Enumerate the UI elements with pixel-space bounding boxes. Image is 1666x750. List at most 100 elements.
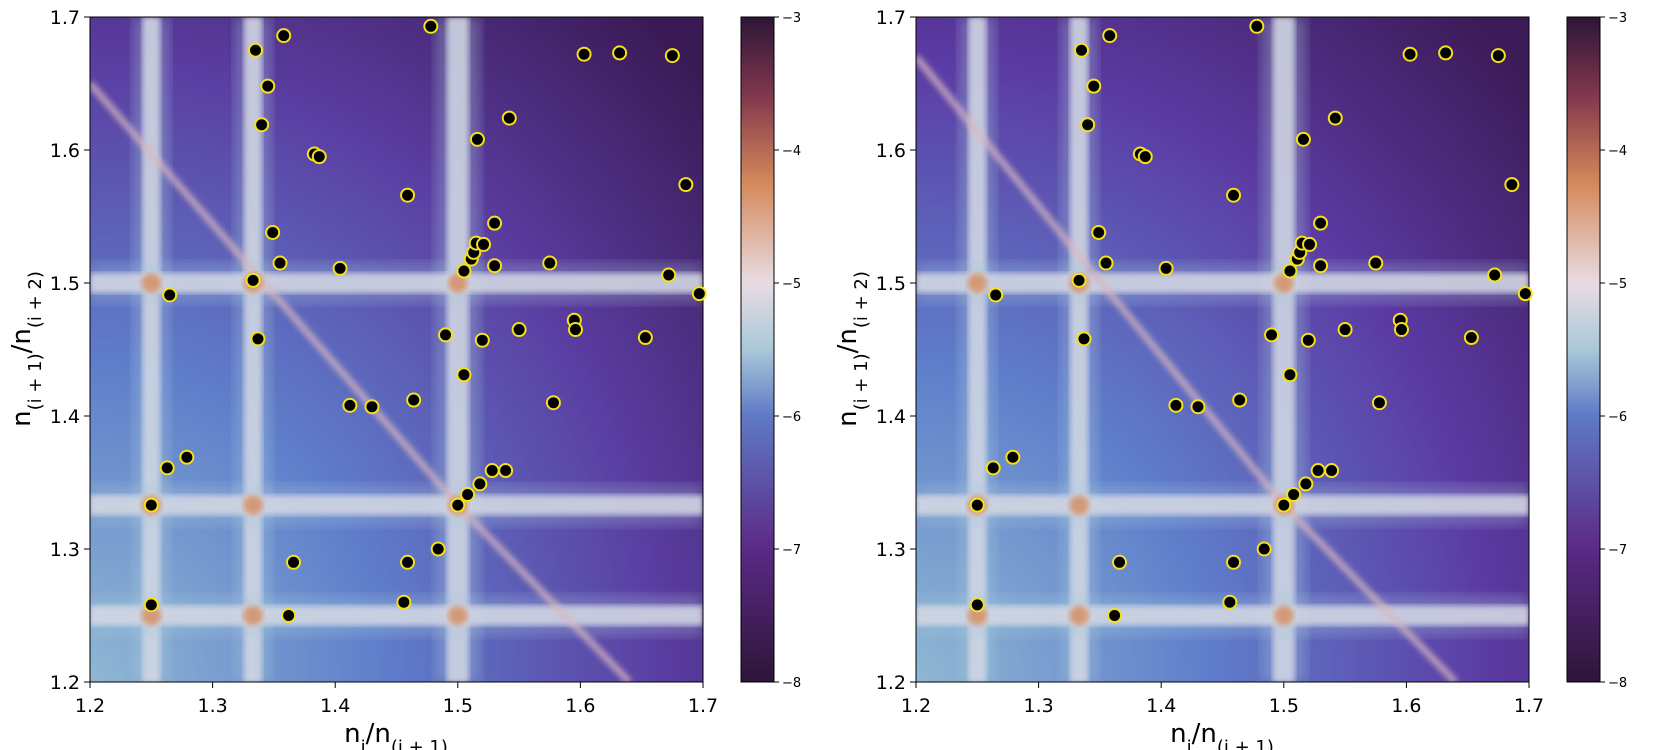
data-point	[1517, 286, 1533, 302]
vertical-band-glow	[1261, 17, 1306, 682]
horizontal-band-glow	[90, 485, 703, 526]
data-point	[254, 117, 270, 133]
y-axis-label: n(i + 1)/n(i + 2)	[7, 271, 46, 427]
colorbar-tick-label: −6	[782, 410, 801, 425]
plot-frame	[915, 16, 1530, 683]
data-point	[1313, 258, 1329, 274]
data-point	[456, 263, 472, 279]
y-axis: 1.2 1.3 1.4 1.5 1.6 1.7	[876, 7, 916, 694]
data-point	[265, 224, 281, 240]
data-point	[1286, 486, 1302, 502]
y-tick-label: 1.7	[50, 7, 80, 29]
data-point	[400, 187, 416, 203]
data-point	[637, 330, 653, 346]
colorbar-tick-label: −7	[1608, 543, 1627, 558]
x-tick-label: 1.3	[1023, 695, 1053, 717]
data-point	[1393, 322, 1409, 338]
data-point	[1298, 476, 1314, 492]
data-point	[1168, 397, 1184, 413]
data-point	[484, 463, 500, 479]
data-point	[498, 463, 514, 479]
data-point	[248, 42, 264, 58]
y-tick-label: 1.2	[50, 672, 80, 694]
data-point	[1368, 255, 1384, 271]
data-point	[179, 449, 195, 465]
colorbar-tick-label: −7	[782, 543, 801, 558]
data-point	[664, 48, 680, 64]
diagonal-band	[916, 54, 1287, 508]
horizontal-band-glow	[90, 263, 703, 303]
colorbar-tick-label: −4	[782, 144, 801, 159]
crossing-hotspot	[243, 495, 264, 516]
x-axis: 1.2 1.3 1.4 1.5 1.6 1.7	[75, 682, 718, 717]
data-point	[969, 497, 985, 513]
left-panel: 1.2 1.3 1.4 1.5 1.6 1.7 1.2 1.3 1.4 1.5 1.6 1.7 ni…	[7, 7, 801, 750]
x-axis-label: ni/n(i + 1)	[1170, 719, 1274, 750]
data-point	[1327, 110, 1343, 126]
vertical-band-glow	[235, 17, 272, 682]
colorbar-gradient	[1566, 16, 1601, 683]
data-point	[1463, 330, 1479, 346]
data-point	[576, 46, 592, 62]
data-point	[1490, 48, 1506, 64]
horizontal-band-glow	[916, 485, 1529, 526]
data-point	[1438, 45, 1454, 61]
plot-frame	[89, 16, 704, 683]
data-point	[406, 392, 422, 408]
data-point	[1091, 224, 1107, 240]
horizontal-band-glow	[916, 263, 1529, 303]
data-point	[567, 322, 583, 338]
data-point	[1086, 78, 1102, 94]
data-point	[1107, 608, 1123, 623]
heatmap-background	[90, 17, 703, 682]
diagonal-band	[90, 81, 461, 508]
heatmap-bands	[90, 17, 703, 682]
data-point	[1302, 236, 1318, 252]
data-point	[1282, 367, 1298, 383]
colorbar: −8 −7 −6 −5 −4 −3	[740, 11, 801, 691]
crossing-hotspot	[1273, 605, 1294, 626]
data-point	[245, 272, 261, 288]
crossing-hotspot	[243, 605, 264, 626]
data-point	[469, 131, 485, 147]
data-point	[661, 267, 677, 283]
data-point	[438, 327, 454, 343]
data-point	[1074, 42, 1090, 58]
data-point	[988, 287, 1004, 303]
colorbar-tick-label: −3	[782, 11, 801, 26]
data-point	[1324, 463, 1340, 479]
y-axis: 1.2 1.3 1.4 1.5 1.6 1.7	[50, 7, 90, 694]
y-tick-label: 1.4	[876, 406, 906, 428]
data-point	[1402, 46, 1418, 62]
data-point	[1487, 267, 1503, 283]
colorbar-tick-label: −6	[1608, 410, 1627, 425]
data-point	[1076, 331, 1092, 347]
crossing-hotspot	[1069, 495, 1090, 516]
data-point	[450, 497, 466, 513]
data-point	[400, 554, 416, 570]
colorbar-tick-label: −4	[1608, 144, 1627, 159]
data-point	[143, 597, 159, 613]
data-point	[1337, 322, 1353, 338]
data-point	[1137, 149, 1153, 165]
x-tick-label: 1.3	[197, 695, 227, 717]
data-point	[423, 18, 439, 34]
data-point	[396, 594, 412, 610]
data-point	[1158, 260, 1174, 276]
crossing-hotspot	[141, 605, 162, 626]
y-tick-label: 1.2	[876, 672, 906, 694]
x-axis-label: ni/n(i + 1)	[344, 719, 448, 750]
x-tick-label: 1.6	[1391, 695, 1421, 717]
y-axis-label: n(i + 1)/n(i + 2)	[833, 271, 872, 427]
data-point	[159, 460, 175, 476]
marker-layer	[143, 18, 707, 623]
data-point	[460, 486, 476, 502]
x-tick-label: 1.4	[1146, 695, 1176, 717]
data-point	[1371, 395, 1387, 411]
crossing-hotspot	[1069, 605, 1090, 626]
data-point	[1112, 554, 1128, 570]
data-point	[342, 397, 358, 413]
colorbar-tick-label: −3	[1608, 11, 1627, 26]
colorbar-ticks: −8 −7 −6 −5 −4 −3	[774, 11, 801, 691]
y-tick-label: 1.5	[876, 273, 906, 295]
